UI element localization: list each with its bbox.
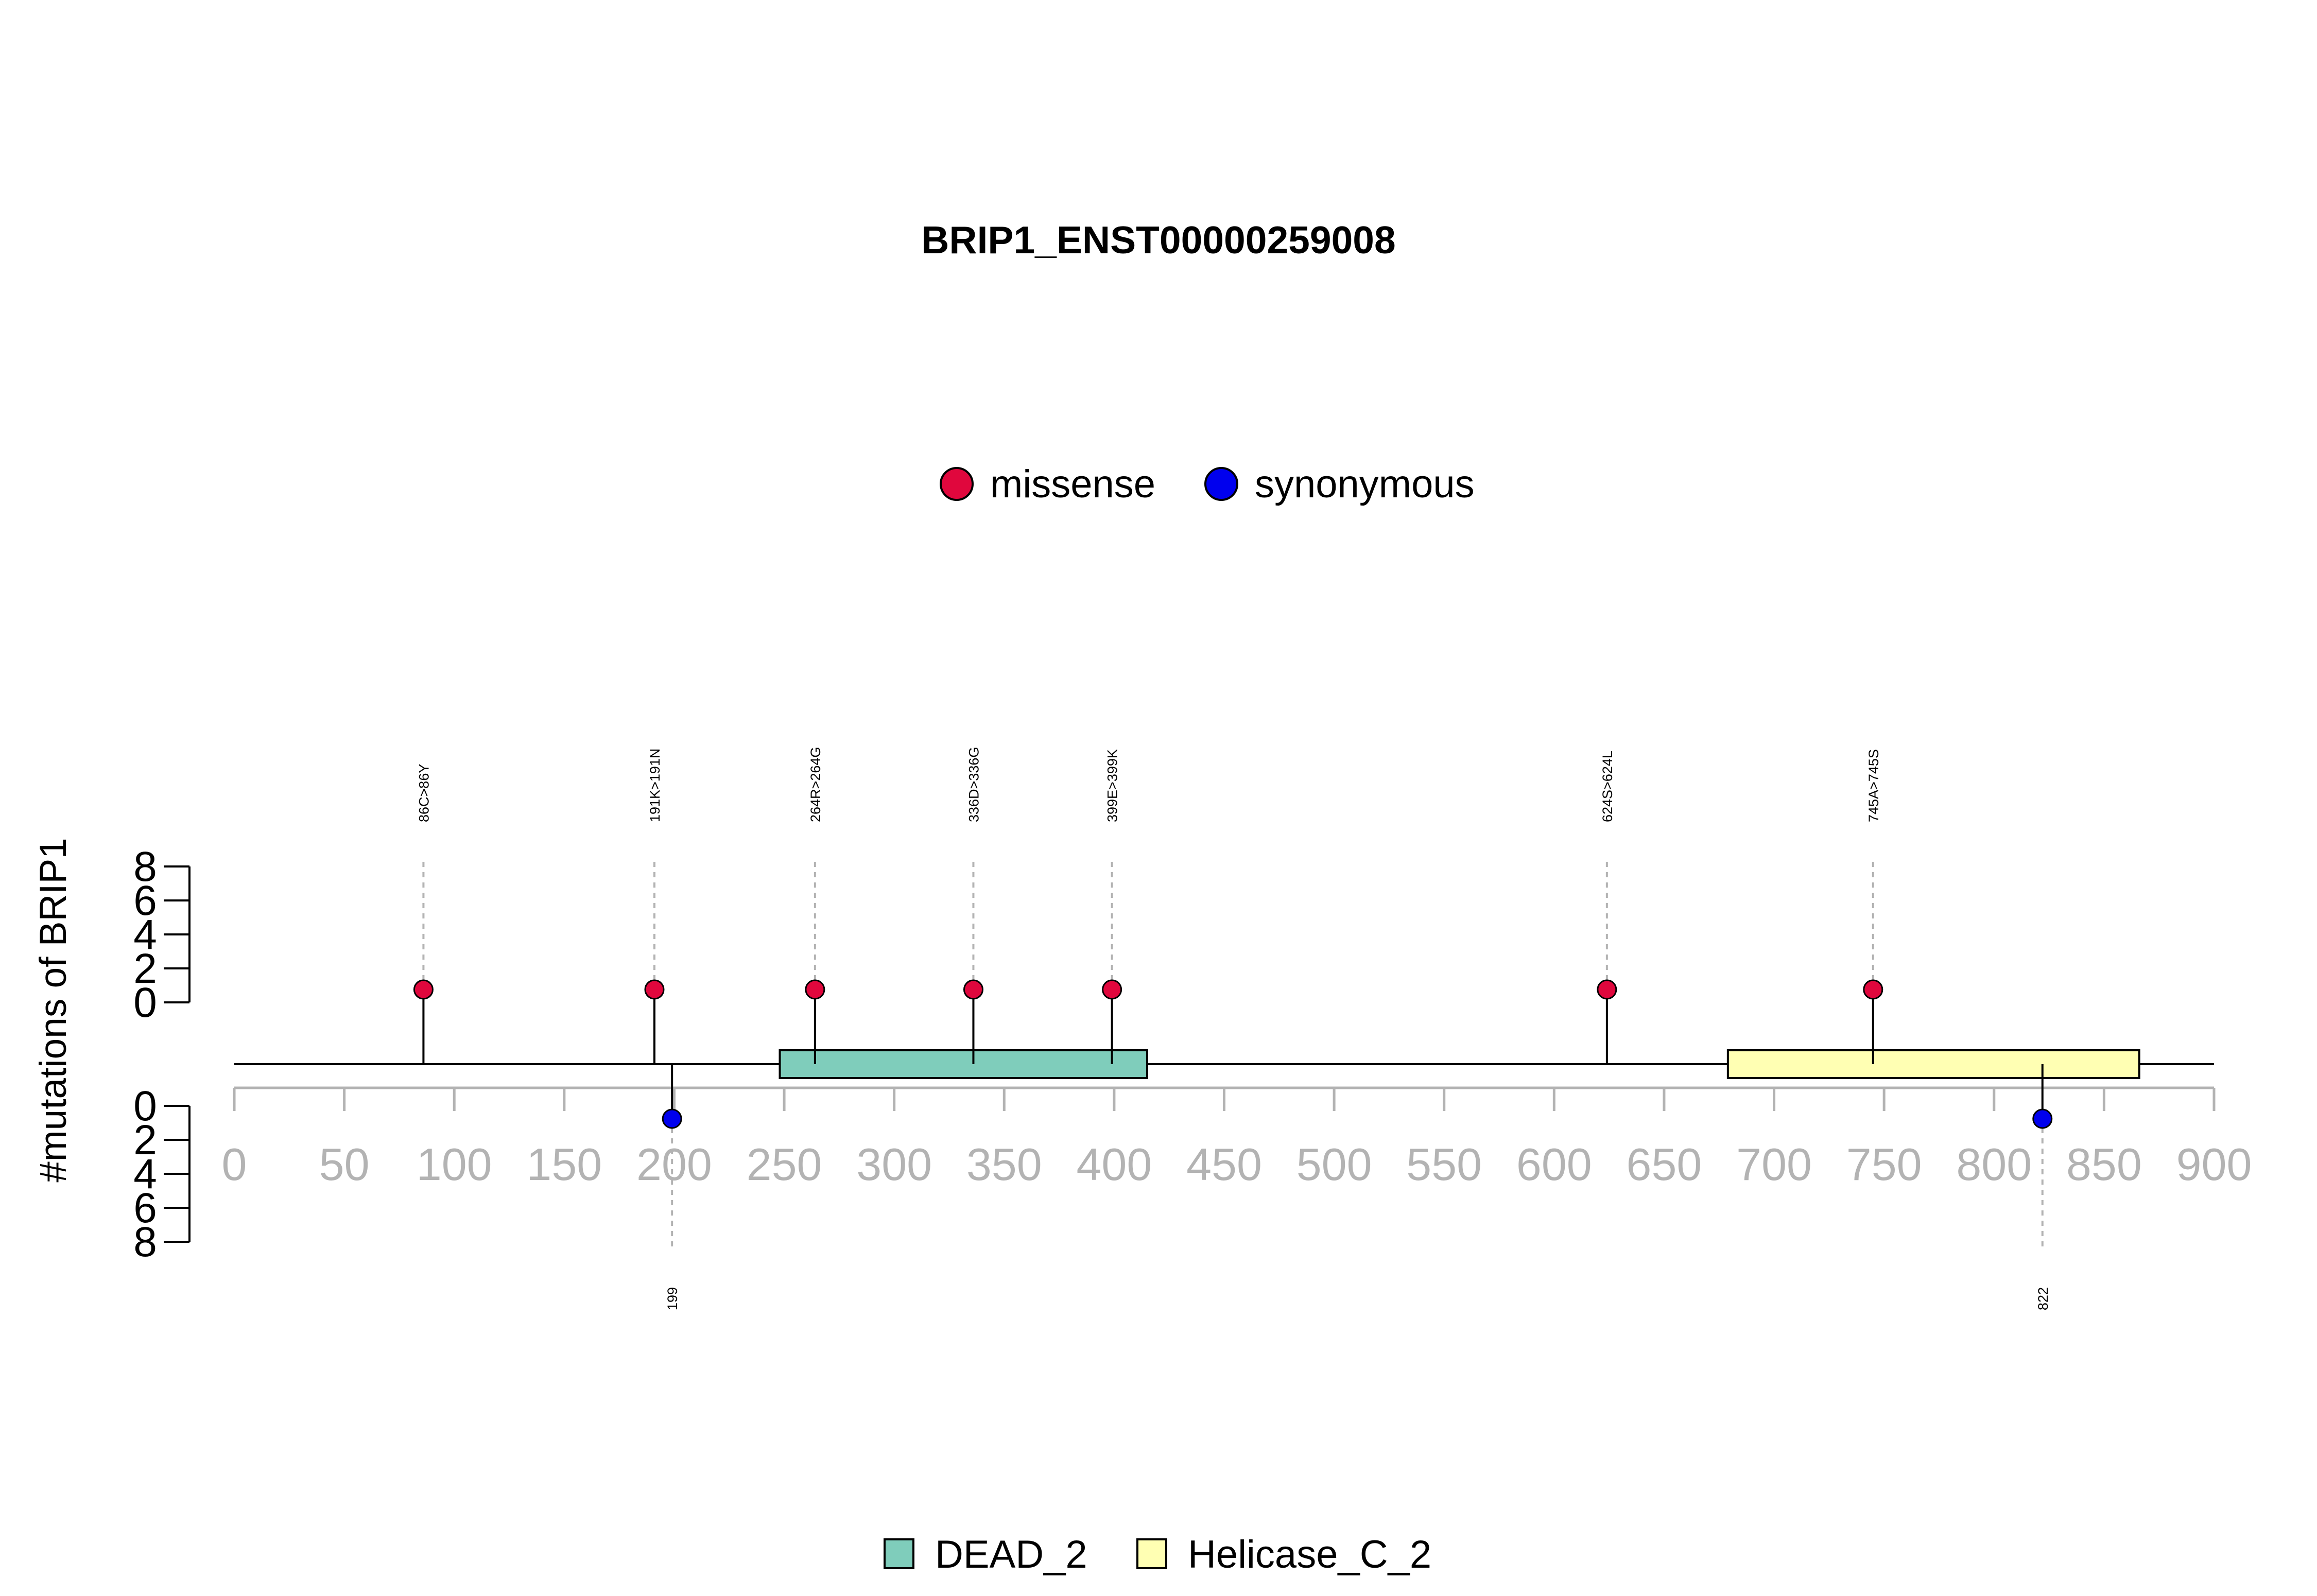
legend-dead-2-swatch <box>884 1538 914 1569</box>
mutation-label: 399E>399K <box>1105 749 1120 822</box>
x-tick-label: 500 <box>1296 1139 1372 1190</box>
x-tick-label: 450 <box>1186 1139 1262 1190</box>
mutation-point-missense <box>1597 979 1617 1000</box>
chart-title: BRIP1_ENST00000259008 <box>921 218 1395 262</box>
mutation-label: 745A>745S <box>1866 749 1881 822</box>
x-tick-label: 800 <box>1956 1139 2032 1190</box>
x-tick-label: 700 <box>1736 1139 1812 1190</box>
mutation-point-missense <box>644 979 665 1000</box>
y-tick-label-upper: 6 <box>133 877 157 924</box>
mutation-point-missense <box>413 979 434 1000</box>
y-tick-label-upper: 4 <box>133 911 157 958</box>
x-tick-label: 100 <box>417 1139 492 1190</box>
mutation-point-synonymous <box>2032 1108 2053 1129</box>
x-tick-label: 750 <box>1846 1139 1922 1190</box>
mutation-label: 86C>86Y <box>416 764 431 822</box>
mutation-point-missense <box>1102 979 1122 1000</box>
mutation-point-missense <box>963 979 983 1000</box>
x-tick-label: 350 <box>966 1139 1042 1190</box>
mutation-label: 199 <box>665 1287 680 1310</box>
legend-missense-label: missense <box>990 462 1155 506</box>
y-tick-label-upper: 8 <box>133 843 157 890</box>
domain-dead-2 <box>779 1049 1148 1079</box>
mutation-label: 336D>336G <box>966 747 981 822</box>
legend-dead-2-label: DEAD_2 <box>935 1533 1087 1576</box>
y-tick-label-upper: 2 <box>133 945 157 992</box>
x-tick-label: 200 <box>636 1139 712 1190</box>
legend-synonymous-marker <box>1204 467 1238 501</box>
x-tick-label: 50 <box>319 1139 370 1190</box>
x-tick-label: 650 <box>1627 1139 1702 1190</box>
x-tick-label: 250 <box>747 1139 822 1190</box>
mutation-point-synonymous <box>662 1108 682 1129</box>
x-tick-label: 400 <box>1076 1139 1152 1190</box>
y-tick-label-upper: 0 <box>133 979 157 1026</box>
y-tick-label-lower: 4 <box>133 1151 157 1198</box>
x-tick-label: 600 <box>1516 1139 1592 1190</box>
domain-helicase-c-2 <box>1726 1049 2140 1079</box>
y-tick-label-lower: 0 <box>133 1083 157 1130</box>
y-tick-label-lower: 2 <box>133 1117 157 1164</box>
legend-missense-marker <box>940 467 974 501</box>
y-axis-label: #mutations of BRIP1 <box>32 838 74 1183</box>
x-tick-label: 300 <box>856 1139 932 1190</box>
mutation-label: 822 <box>2035 1287 2051 1310</box>
y-tick-label-lower: 8 <box>133 1219 157 1265</box>
mutation-point-missense <box>805 979 825 1000</box>
x-tick-label: 550 <box>1406 1139 1482 1190</box>
legend-synonymous-label: synonymous <box>1255 462 1475 506</box>
x-tick-label: 0 <box>222 1139 247 1190</box>
legend-helicase-c-2-label: Helicase_C_2 <box>1188 1533 1431 1576</box>
mutation-label: 264R>264G <box>808 747 823 822</box>
legend-helicase-c-2-swatch <box>1136 1538 1167 1569</box>
x-tick-label: 900 <box>2176 1139 2252 1190</box>
mutation-point-missense <box>1863 979 1883 1000</box>
x-tick-label: 850 <box>2066 1139 2142 1190</box>
mutation-label: 191K>191N <box>647 749 663 822</box>
x-tick-label: 150 <box>526 1139 602 1190</box>
y-tick-label-lower: 6 <box>133 1185 157 1231</box>
mutation-label: 624S>624L <box>1600 751 1615 822</box>
